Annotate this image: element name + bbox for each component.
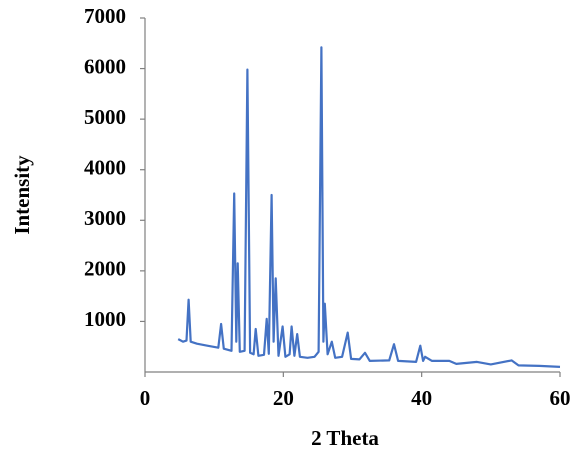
data-line	[177, 46, 561, 368]
y-axis-label: Intensity	[10, 155, 34, 235]
x-tick-label: 60	[550, 386, 571, 410]
x-tick-label: 20	[273, 386, 294, 410]
x-axis-label: 2 Theta	[311, 426, 379, 450]
x-tick-label: 0	[140, 386, 151, 410]
y-tick-label: 2000	[84, 257, 126, 281]
y-tick-label: 4000	[84, 156, 126, 180]
y-tick-label: 7000	[84, 4, 126, 28]
y-tick-label: 6000	[84, 54, 126, 78]
y-tick-label: 3000	[84, 206, 126, 230]
y-tick-label: 1000	[84, 307, 126, 331]
y-tick-label: 5000	[84, 105, 126, 129]
x-tick-label: 40	[411, 386, 432, 410]
